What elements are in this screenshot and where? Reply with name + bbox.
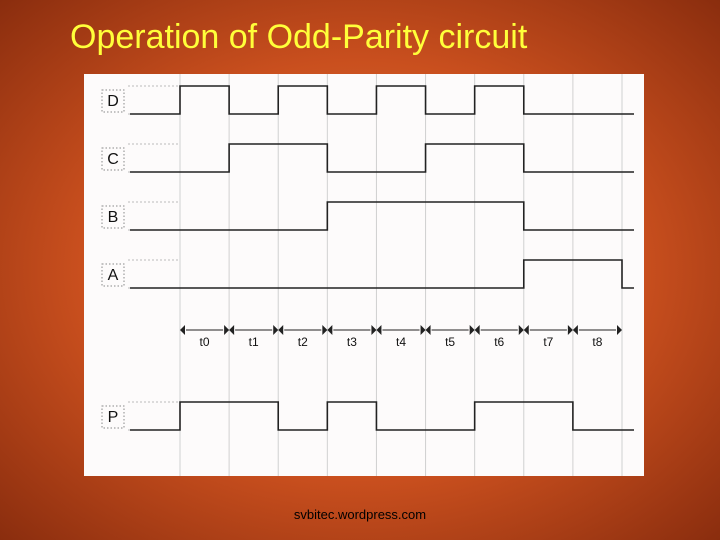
time-label-t8: t8	[592, 335, 602, 349]
waveform-D	[130, 86, 634, 114]
slide-root: Operation of Odd-Parity circuit D C B A Pt0 t…	[0, 0, 720, 540]
signal-label-P: P	[108, 409, 119, 426]
time-label-t5: t5	[445, 335, 455, 349]
time-label-t2: t2	[298, 335, 308, 349]
time-label-t6: t6	[494, 335, 504, 349]
waveform-C	[130, 144, 634, 172]
waveform-B	[130, 202, 634, 230]
time-label-t1: t1	[249, 335, 259, 349]
timing-svg: D C B A Pt0 t1 t2 t3 t4 t5 t6 t7 t8	[84, 74, 644, 476]
time-label-t0: t0	[200, 335, 210, 349]
waveform-A	[130, 260, 634, 288]
signal-label-C: C	[107, 151, 119, 168]
signal-label-A: A	[108, 267, 119, 284]
time-label-t7: t7	[543, 335, 553, 349]
timing-diagram: D C B A Pt0 t1 t2 t3 t4 t5 t6 t7 t8	[84, 74, 644, 476]
signal-label-D: D	[107, 93, 119, 110]
footer-link: svbitec.wordpress.com	[294, 507, 426, 522]
time-label-t4: t4	[396, 335, 406, 349]
waveform-P	[130, 402, 634, 430]
page-title: Operation of Odd-Parity circuit	[70, 18, 527, 57]
time-label-t3: t3	[347, 335, 357, 349]
signal-label-B: B	[108, 209, 119, 226]
